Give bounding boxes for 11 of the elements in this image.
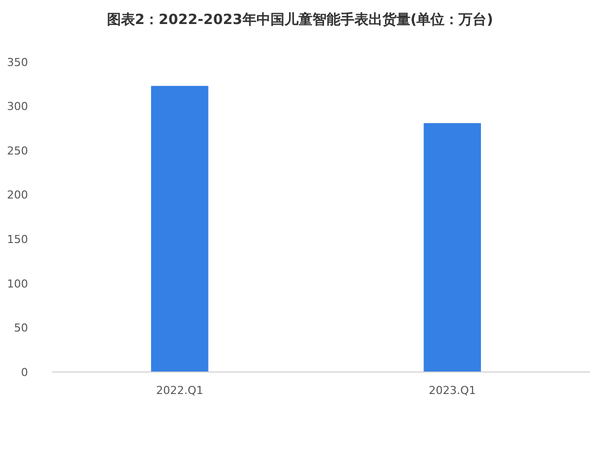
- y-tick-label: 50: [14, 322, 28, 335]
- chart-title: 图表2：2022-2023年中国儿童智能手表出货量(单位：万台): [106, 11, 494, 28]
- y-tick-label: 200: [7, 188, 28, 202]
- y-tick-label: 250: [7, 144, 28, 158]
- y-tick-label: 100: [7, 277, 28, 290]
- y-tick-label: 0: [21, 366, 28, 379]
- y-tick-label: 350: [7, 56, 28, 69]
- y-tick-label: 300: [7, 100, 28, 114]
- x-tick-label: 2023.Q1: [428, 384, 476, 397]
- x-tick-label: 2022.Q1: [156, 384, 204, 397]
- y-tick-label: 150: [7, 232, 28, 246]
